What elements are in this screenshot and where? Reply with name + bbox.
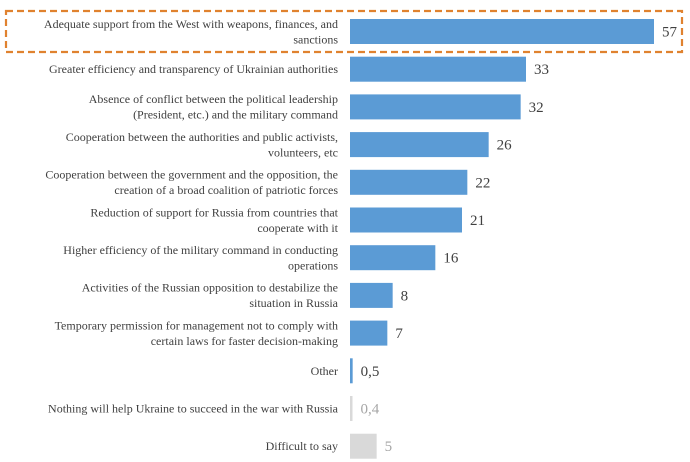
value-label-5: 21 [470, 213, 485, 229]
category-label-line: Higher efficiency of the military comman… [63, 243, 338, 257]
category-label-line: sanctions [293, 32, 338, 46]
value-labels-layer: 57 33 32 26 22 21 16 8 7 0,5 0,4 5 [361, 25, 678, 456]
category-label-line: Other [311, 364, 338, 378]
category-label-2: Absence of conflict between the politica… [89, 92, 338, 122]
category-label-10: Nothing will help Ukraine to succeed in … [48, 402, 339, 416]
highlight-dashed-box [4, 9, 684, 54]
bar-3 [350, 132, 489, 158]
highlight-layer [4, 9, 684, 54]
category-label-line: creation of a broad coalition of patriot… [114, 183, 338, 197]
category-label-line: Cooperation between the authorities and … [66, 130, 338, 144]
category-label-line: Absence of conflict between the politica… [89, 92, 338, 106]
category-label-line: volunteers, etc [268, 145, 338, 159]
category-label-line: Adequate support from the West with weap… [44, 17, 338, 31]
value-label-3: 26 [497, 138, 512, 154]
value-label-7: 8 [401, 288, 409, 304]
category-label-line: Reduction of support for Russia from cou… [90, 205, 338, 219]
category-label-9: Other [311, 364, 338, 378]
bar-2 [350, 94, 521, 120]
category-label-line: situation in Russia [249, 296, 338, 310]
category-label-7: Activities of the Russian opposition to … [82, 281, 339, 311]
category-label-line: Cooperation between the government and t… [45, 168, 338, 182]
bar-7 [350, 282, 393, 308]
category-label-line: Nothing will help Ukraine to succeed in … [48, 402, 339, 416]
category-label-line: cooperate with it [257, 221, 338, 235]
category-label-1: Greater efficiency and transparency of U… [49, 62, 338, 76]
category-label-line: certain laws for faster decision-making [151, 334, 338, 348]
value-label-9: 0,5 [361, 364, 380, 380]
category-label-line: Temporary permission for management not … [55, 318, 338, 332]
value-label-8: 7 [395, 326, 403, 342]
value-label-6: 16 [443, 251, 459, 267]
bars-layer [350, 19, 654, 459]
bar-4 [350, 169, 468, 195]
category-label-6: Higher efficiency of the military comman… [63, 243, 338, 273]
category-label-0: Adequate support from the West with weap… [44, 17, 338, 47]
category-label-line: Activities of the Russian opposition to … [82, 281, 338, 295]
category-label-5: Reduction of support for Russia from cou… [90, 205, 338, 235]
category-label-8: Temporary permission for management not … [55, 318, 338, 348]
category-label-3: Cooperation between the authorities and … [66, 130, 338, 160]
category-label-line: (President, etc.) and the military comma… [133, 108, 338, 122]
value-label-4: 22 [475, 175, 490, 191]
value-label-0: 57 [662, 25, 678, 41]
value-label-1: 33 [534, 62, 549, 78]
bar-6 [350, 245, 436, 271]
bar-9 [350, 358, 353, 384]
bar-11 [350, 433, 377, 459]
category-label-4: Cooperation between the government and t… [45, 168, 338, 198]
bar-10 [350, 396, 353, 421]
bar-1 [350, 56, 526, 82]
value-label-10: 0,4 [361, 402, 380, 418]
bar-8 [350, 320, 388, 346]
bar-5 [350, 207, 462, 233]
value-label-11: 5 [385, 439, 393, 455]
category-label-11: Difficult to say [266, 439, 338, 453]
category-labels-layer: Adequate support from the West with weap… [44, 17, 339, 453]
category-label-line: Greater efficiency and transparency of U… [49, 62, 338, 76]
bar-0 [350, 19, 654, 44]
value-label-2: 32 [529, 100, 544, 116]
category-label-line: Difficult to say [266, 439, 338, 453]
category-label-line: operations [288, 258, 338, 272]
